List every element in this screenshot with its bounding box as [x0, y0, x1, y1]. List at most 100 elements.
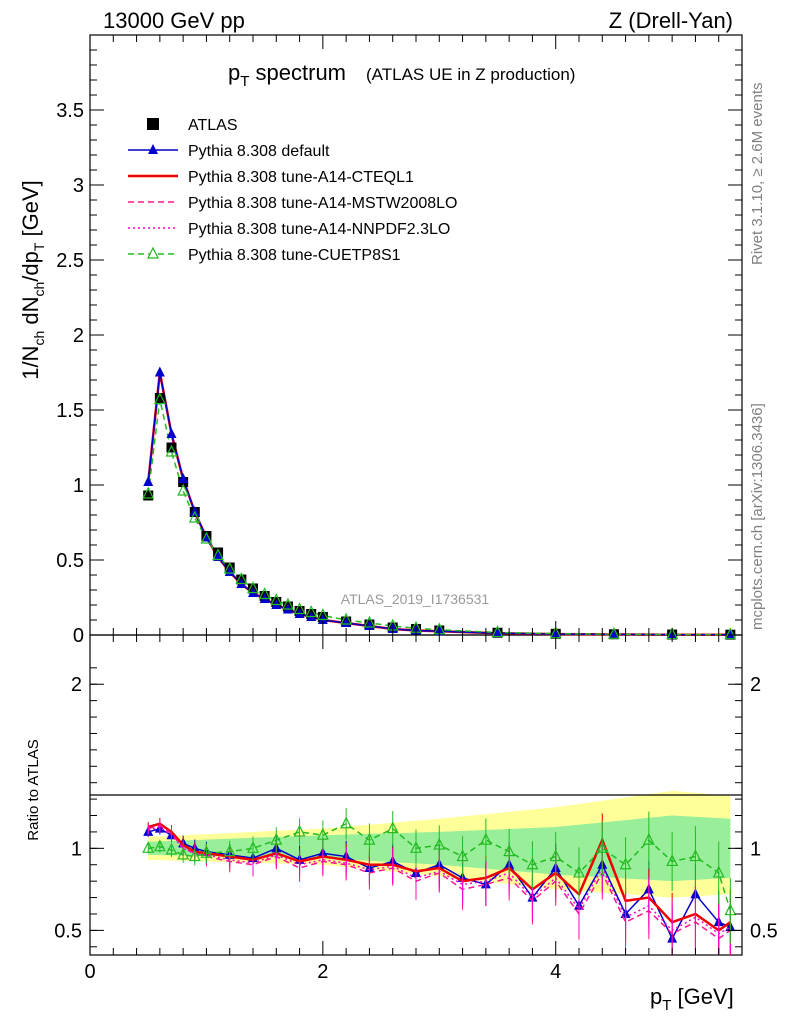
ratio-marker — [433, 837, 446, 850]
analysis-watermark: ATLAS_2019_I1736531 — [341, 591, 490, 607]
main-y-axis-label: 1/Nch dNch/dpT [GeV] — [18, 180, 47, 380]
ratio-series — [142, 807, 737, 955]
atlas-data-point — [166, 442, 177, 453]
cuetp8s1-marker — [177, 483, 190, 496]
cuetp8s1-marker — [153, 392, 166, 405]
ratio-marker — [479, 832, 492, 845]
x-tick-label: 4 — [550, 961, 561, 983]
ratio-marker — [596, 840, 609, 853]
legend: ATLAS Pythia 8.308 default Pythia 8.308 tu… — [128, 117, 457, 264]
cuetp8s1-marker — [363, 615, 376, 628]
ratio-marker — [165, 842, 178, 855]
main-y-label-prefix: 1/N — [18, 346, 43, 380]
cuetp8s1-marker — [200, 531, 213, 544]
atlas-data-point — [143, 490, 154, 501]
side-label-mcplots: mcplots.cern.ch [arXiv:1306.3436] — [749, 403, 766, 630]
plot-title-sub: T — [240, 73, 249, 90]
legend-marker — [147, 246, 159, 259]
ratio-marker — [712, 865, 725, 878]
x-tick-label: 0 — [84, 961, 95, 983]
ratio-tick-label: 1 — [71, 838, 82, 860]
legend-label: Pythia 8.308 tune-A14-NNPDF2.3LO — [188, 221, 450, 238]
x-axis-ticks: 0 2 4 — [84, 35, 720, 983]
ratio-marker — [724, 903, 737, 916]
legend-entry: Pythia 8.308 tune-A14-NNPDF2.3LO — [128, 221, 450, 238]
ratio-marker — [363, 832, 376, 845]
cuetp8s1-marker — [223, 561, 236, 574]
ratio-marker — [619, 857, 632, 870]
legend-entry: Pythia 8.308 default — [128, 143, 330, 160]
plot-title: pT spectrum — [228, 60, 346, 90]
default-marker — [154, 366, 165, 377]
y-tick-label: 3 — [73, 175, 84, 197]
header-left: 13000 GeV pp — [103, 8, 245, 33]
ratio-tick-label: 0.5 — [54, 920, 82, 942]
plot-title-rest: spectrum — [249, 60, 346, 85]
legend-marker — [148, 144, 158, 154]
side-label-rivet: Rivet 3.1.10, ≥ 2.6M events — [749, 83, 766, 266]
plot-title-main: p — [228, 60, 240, 85]
x-label-sub: T — [662, 997, 671, 1014]
plot-title-note: (ATLAS UE in Z production) — [366, 65, 575, 84]
y-tick-label: 1 — [73, 475, 84, 497]
cuetp8s1-marker — [316, 608, 329, 621]
legend-entry: Pythia 8.308 tune-A14-CTEQL1 — [128, 169, 414, 186]
x-label-main: p — [650, 984, 662, 1009]
legend-entry: Pythia 8.308 tune-CUETP8S1 — [128, 246, 401, 264]
cuetp8s1-marker — [258, 587, 271, 600]
ratio-marker — [177, 847, 190, 860]
ratio-marker — [293, 824, 306, 837]
ratio-marker — [200, 845, 213, 858]
y-tick-label: 1.5 — [56, 400, 84, 422]
main-axis-ticks: 0 0.5 1 1.5 2 2.5 3 3.5 — [56, 49, 742, 647]
cuetp8s1-marker — [235, 572, 248, 585]
legend-label: Pythia 8.308 tune-A14-CTEQL1 — [188, 169, 414, 186]
default-marker — [492, 627, 503, 638]
ratio-marker — [223, 844, 236, 857]
cuetp8s1-marker — [212, 548, 225, 561]
legend-label: Pythia 8.308 tune-A14-MSTW2008LO — [188, 195, 457, 212]
cuetp8s1-marker — [724, 627, 737, 640]
default-marker — [178, 473, 189, 483]
cuetp8s1-marker — [607, 626, 620, 639]
legend-label: ATLAS — [188, 117, 238, 134]
cuetp8s1-marker — [293, 602, 306, 615]
ratio-marker — [549, 849, 562, 862]
default-marker — [725, 628, 736, 639]
legend-marker-atlas — [147, 118, 159, 130]
cuetp8s1-marker — [491, 625, 504, 638]
ratio-tick-label-right: 1 — [750, 838, 761, 860]
ratio-marker — [270, 832, 283, 845]
ratio-marker — [526, 857, 539, 870]
default-marker — [166, 428, 177, 438]
cuetp8s1-marker — [247, 581, 259, 594]
ratio-marker — [410, 840, 422, 853]
ratio-tick-label-right: 2 — [750, 674, 761, 696]
ratio-marker — [142, 840, 155, 853]
ratio-marker — [503, 844, 516, 857]
ratio-marker — [316, 827, 329, 840]
ratio-tick-label: 2 — [71, 674, 82, 696]
ratio-marker — [689, 849, 702, 862]
ratio-marker — [188, 849, 201, 862]
legend-entry: Pythia 8.308 tune-A14-MSTW2008LO — [128, 195, 457, 212]
default-marker — [608, 628, 619, 639]
ratio-marker — [642, 832, 655, 845]
ratio-y-axis-label: Ratio to ATLAS — [25, 739, 42, 840]
default-marker — [143, 476, 154, 486]
cuetp8s1-marker — [165, 444, 178, 457]
ratio-marker — [247, 840, 259, 853]
ratio-marker — [573, 865, 585, 878]
svg-text:1/Nch dNch/dpT [GeV]: 1/Nch dNch/dpT [GeV] — [18, 180, 47, 380]
ratio-marker — [153, 839, 166, 852]
legend-entry: ATLAS — [147, 117, 238, 134]
legend-label: Pythia 8.308 default — [188, 143, 330, 160]
x-tick-label: 2 — [317, 961, 328, 983]
ratio-tick-label-right: 0.5 — [750, 920, 778, 942]
ratio-marker — [340, 816, 353, 829]
ratio-axis-ticks: 0.5 0.5 1 1 2 2 — [54, 667, 778, 948]
atlas-data-point — [154, 393, 165, 403]
cuetp8s1-marker — [305, 605, 318, 618]
legend-label: Pythia 8.308 tune-CUETP8S1 — [188, 247, 401, 264]
